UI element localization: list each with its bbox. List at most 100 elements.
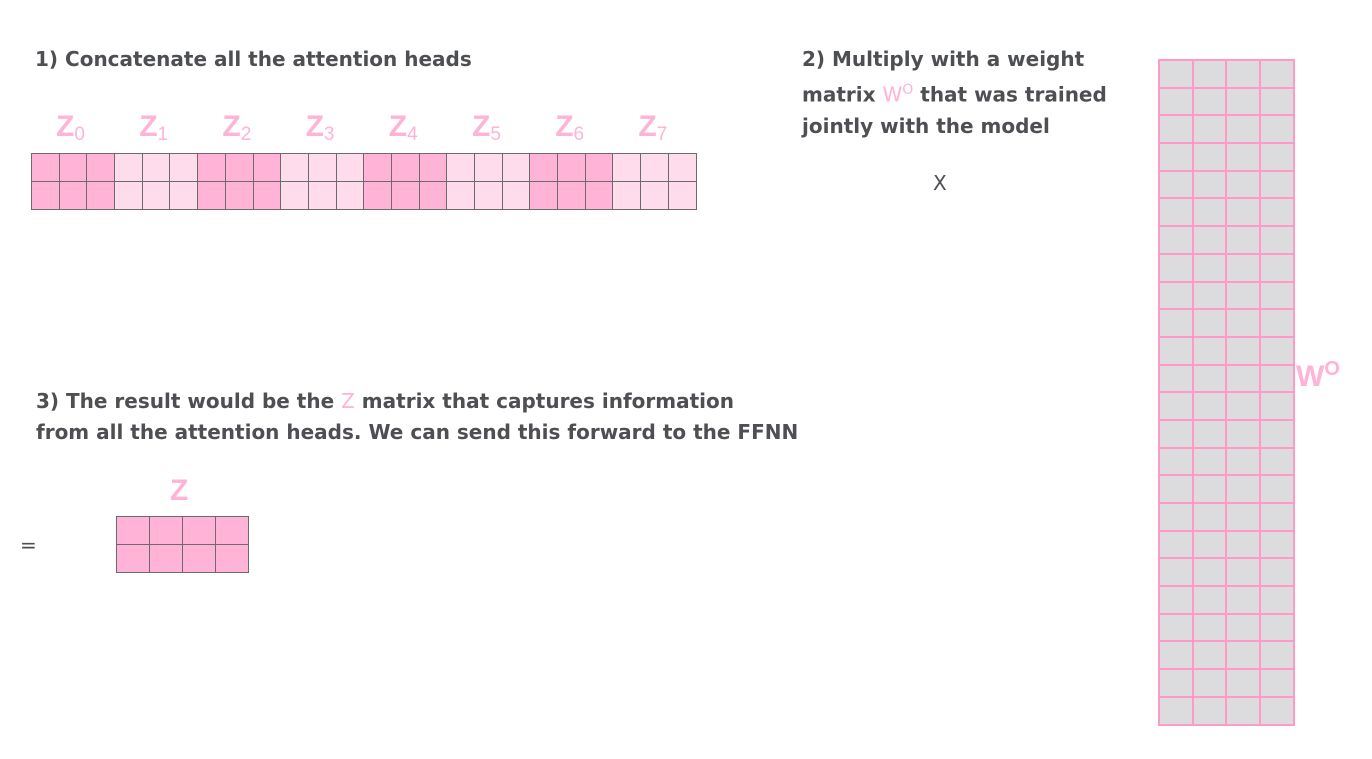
weight-cell	[1258, 391, 1295, 422]
weight-cell	[1158, 169, 1194, 200]
weight-cell	[1191, 446, 1228, 477]
weight-cell	[1158, 612, 1194, 643]
weight-cell	[1225, 557, 1261, 588]
weight-cell	[1158, 446, 1194, 477]
weight-cell	[1191, 86, 1228, 117]
weight-cell	[1225, 197, 1261, 228]
weight-cell	[1158, 418, 1194, 450]
weight-cell	[1191, 557, 1228, 588]
head-3-cell	[280, 181, 309, 210]
head-5-cell	[446, 181, 475, 210]
weight-cell	[1158, 502, 1194, 533]
weight-cell	[1258, 86, 1295, 117]
weight-cell	[1158, 225, 1194, 256]
weight-cell	[1191, 529, 1228, 560]
concatenated-heads-matrix	[31, 153, 697, 210]
z-cell	[116, 544, 150, 573]
head-0-cell	[58, 181, 88, 210]
weight-cell	[1225, 446, 1261, 477]
weight-cell	[1191, 280, 1228, 311]
weight-cell	[1258, 446, 1295, 477]
head-2-cell	[197, 153, 226, 182]
head-1-cell	[169, 153, 199, 182]
weight-cell	[1225, 363, 1261, 394]
weight-cell	[1191, 474, 1228, 505]
step3-text: 3) The result would be the Z matrix that…	[36, 386, 798, 448]
weight-cell	[1258, 557, 1295, 588]
head-5-cell	[474, 181, 503, 210]
head-1-cell	[169, 181, 199, 210]
weight-cell	[1191, 612, 1228, 643]
z-cell	[215, 544, 249, 573]
head-5-cell	[446, 153, 475, 182]
weight-cell	[1225, 585, 1261, 616]
head-7-cell	[640, 153, 669, 182]
head-0-cell	[31, 153, 60, 182]
head-7-cell	[667, 181, 697, 210]
head-6-cell	[584, 181, 614, 210]
weight-cell	[1158, 308, 1194, 339]
weight-cell	[1225, 114, 1261, 145]
weight-cell	[1158, 557, 1194, 588]
head-3-cell	[335, 181, 365, 210]
z-result-matrix	[116, 516, 249, 573]
head-0-cell	[86, 181, 116, 210]
weight-cell	[1191, 640, 1228, 671]
weight-cell	[1158, 363, 1194, 394]
weight-cell	[1258, 668, 1295, 699]
head-1-cell	[141, 181, 171, 210]
head-4-cell	[363, 153, 392, 182]
step2-line3: jointly with the model	[802, 113, 1050, 138]
head-2-cell	[252, 153, 282, 182]
weight-cell	[1258, 695, 1295, 726]
z-cell	[215, 516, 249, 545]
head-0-cell	[58, 153, 88, 182]
z-cell	[149, 544, 183, 573]
weight-cell	[1225, 86, 1261, 117]
weight-cell	[1225, 252, 1261, 283]
head-6-cell	[529, 153, 559, 182]
weight-cell	[1191, 142, 1228, 173]
weight-cell	[1158, 585, 1194, 616]
weight-cell	[1158, 695, 1194, 726]
weight-matrix-wo	[1158, 59, 1295, 726]
weight-cell	[1258, 225, 1295, 256]
head-7-cell	[667, 153, 697, 182]
weight-cell	[1191, 252, 1228, 283]
multiply-sign: X	[933, 171, 947, 195]
head-0-cell	[31, 181, 60, 210]
step1-text: 1) Concatenate all the attention heads	[35, 47, 472, 71]
weight-cell	[1258, 529, 1295, 560]
head-6-cell	[557, 181, 586, 210]
step2-line1: 2) Multiply with a weight	[802, 47, 1085, 71]
weight-cell	[1258, 640, 1295, 671]
weight-cell	[1258, 197, 1295, 228]
step2-text: 2) Multiply with a weight matrix WO that…	[802, 44, 1107, 142]
weight-cell	[1258, 308, 1295, 339]
head-label-5: Z5	[472, 110, 501, 145]
head-4-cell	[390, 153, 420, 182]
head-0-cell	[86, 153, 116, 182]
z-cell	[182, 516, 216, 545]
head-2-cell	[224, 181, 254, 210]
head-6-cell	[557, 153, 586, 182]
head-3-cell	[307, 181, 337, 210]
weight-cell	[1258, 474, 1295, 505]
weight-cell	[1191, 418, 1228, 450]
weight-cell	[1191, 695, 1228, 726]
weight-cell	[1258, 418, 1295, 450]
head-6-cell	[584, 153, 614, 182]
weight-cell	[1158, 280, 1194, 311]
head-5-cell	[501, 181, 531, 210]
weight-cell	[1225, 169, 1261, 200]
weight-cell	[1258, 502, 1295, 533]
weight-cell	[1191, 225, 1228, 256]
step3-line2: from all the attention heads. We can sen…	[36, 420, 799, 444]
weight-cell	[1258, 59, 1295, 90]
head-1-cell	[114, 153, 143, 182]
weight-cell	[1258, 169, 1295, 200]
weight-cell	[1258, 142, 1295, 173]
head-label-7: Z7	[638, 110, 668, 145]
weight-cell	[1191, 59, 1228, 90]
